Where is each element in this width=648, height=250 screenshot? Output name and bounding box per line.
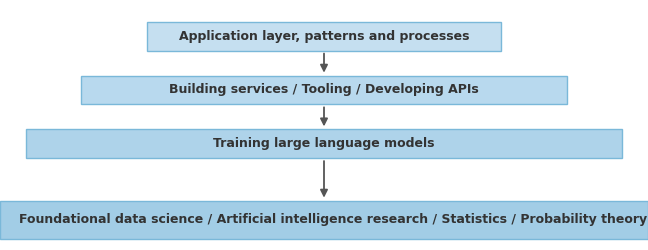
FancyBboxPatch shape: [147, 22, 500, 50]
Text: Foundational data science / Artificial intelligence research / Statistics / Prob: Foundational data science / Artificial i…: [19, 214, 647, 226]
Text: Application layer, patterns and processes: Application layer, patterns and processe…: [179, 30, 469, 43]
FancyBboxPatch shape: [81, 76, 567, 104]
Text: Building services / Tooling / Developing APIs: Building services / Tooling / Developing…: [169, 84, 479, 96]
FancyBboxPatch shape: [0, 200, 648, 239]
FancyBboxPatch shape: [26, 130, 622, 158]
Text: Training large language models: Training large language models: [213, 137, 435, 150]
